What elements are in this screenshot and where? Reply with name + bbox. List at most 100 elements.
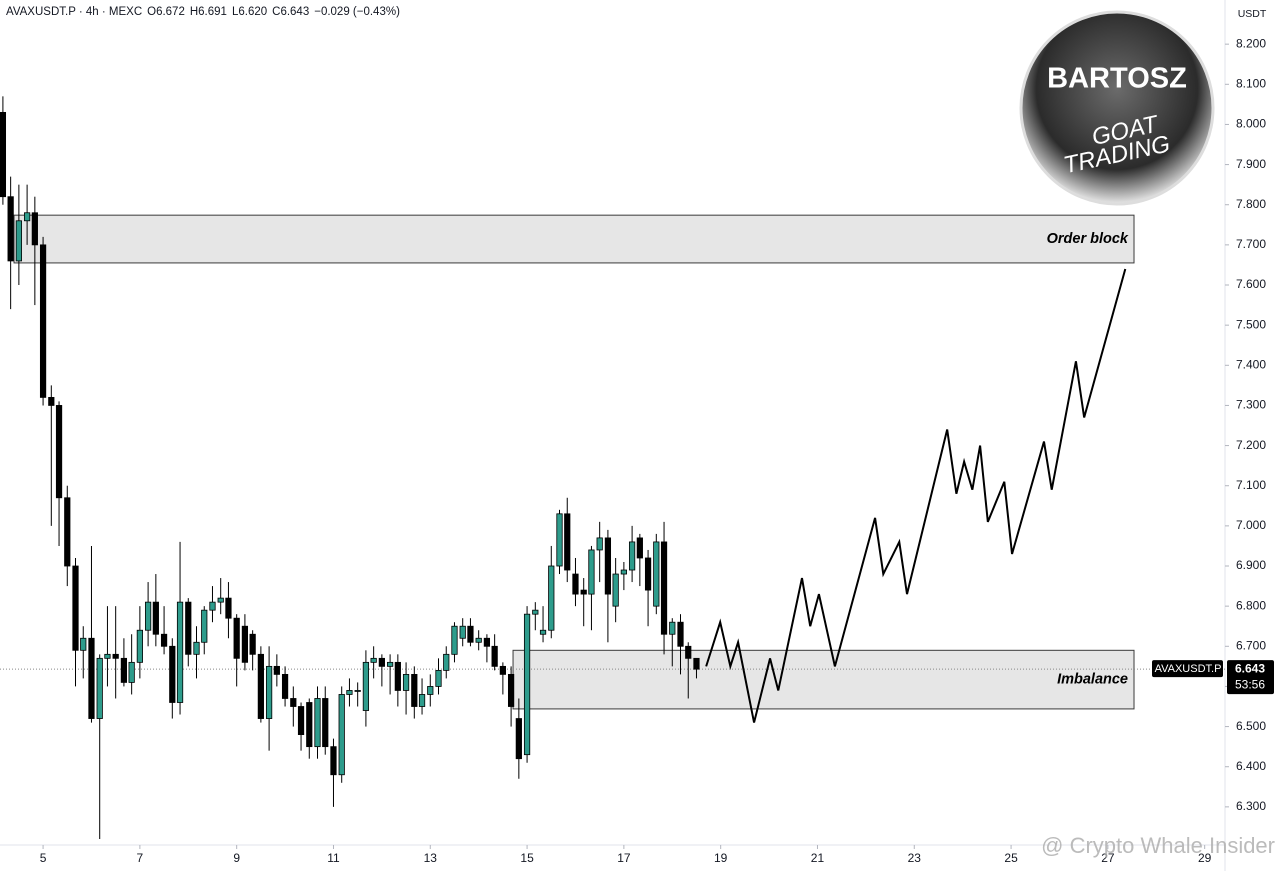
candle-body	[539, 629, 547, 635]
candle-body	[580, 589, 587, 595]
candle-body	[346, 690, 353, 695]
y-tick-label: 8.200	[1236, 36, 1266, 50]
candle-body	[104, 653, 111, 659]
candle-body	[523, 613, 531, 756]
zone	[512, 649, 1135, 710]
y-tick-label: 7.900	[1236, 157, 1266, 171]
y-tick-label: 6.900	[1236, 558, 1266, 572]
candle-body	[0, 111, 7, 198]
candle-body	[193, 641, 200, 655]
candle-body	[693, 657, 700, 670]
candle-body	[427, 686, 434, 695]
candle-body	[459, 625, 466, 639]
candle-body	[160, 633, 168, 647]
x-tick-label: 9	[233, 851, 240, 865]
candle-body	[483, 637, 491, 647]
symbol-tag	[1152, 660, 1223, 678]
y-tick-label: 7.400	[1236, 357, 1266, 371]
candle-body	[564, 513, 571, 571]
candle-body	[314, 698, 321, 748]
candle-body	[653, 541, 660, 607]
y-tick-label: 6.800	[1236, 598, 1266, 612]
symbol: AVAXUSDT.P · 4h · MEXC	[6, 6, 143, 18]
x-tick-label: 15	[520, 851, 534, 865]
candle-body	[532, 609, 539, 615]
candle-body	[443, 653, 450, 671]
candle-body	[7, 196, 14, 262]
candle-body	[612, 573, 619, 607]
candle-body	[185, 601, 192, 655]
candle-body	[362, 661, 370, 711]
y-tick-label: 7.500	[1236, 317, 1266, 331]
y-tick-label: 6.300	[1236, 799, 1266, 813]
y-tick-label: 7.600	[1236, 277, 1266, 291]
candle-body	[249, 633, 256, 655]
x-tick-label: 21	[811, 851, 825, 865]
y-tick-label: 7.200	[1236, 438, 1266, 452]
y-tick-label: 7.300	[1236, 398, 1266, 412]
candle-body	[322, 698, 329, 748]
y-tick-label: 8.000	[1236, 117, 1266, 131]
candle-body	[273, 665, 280, 675]
candle-body	[15, 220, 22, 262]
y-tick-label: 7.100	[1236, 478, 1266, 492]
change: −0.029 (−0.43%)	[314, 6, 400, 18]
axis-unit: USDT	[1238, 8, 1267, 20]
x-tick-label: 27	[1101, 851, 1115, 865]
logo-badge	[1019, 10, 1215, 206]
candle-body	[354, 690, 361, 692]
candle-body	[402, 673, 410, 691]
candle-body	[556, 513, 563, 567]
candle-body	[596, 537, 603, 551]
candle-body	[451, 625, 458, 655]
close: C6.643	[272, 6, 310, 18]
candle-body	[80, 637, 87, 651]
candle-body	[435, 669, 442, 687]
candle-body	[112, 653, 119, 659]
x-tick-label: 13	[424, 851, 438, 865]
x-tick-label: 23	[908, 851, 922, 865]
logo: BARTOSZ GOAT TRADING	[1019, 10, 1215, 206]
plot-area: 6.3006.4006.5006.6006.7006.8006.9007.000…	[0, 36, 1266, 865]
candle-body	[176, 601, 184, 703]
candle-body	[306, 702, 313, 748]
candle-body	[225, 597, 232, 619]
y-tick-label: 7.000	[1236, 518, 1266, 532]
candle-body	[660, 541, 668, 635]
candle-body	[572, 573, 579, 595]
candle-body	[209, 601, 216, 611]
candle-body	[620, 569, 627, 575]
x-tick-label: 19	[714, 851, 728, 865]
candle-body	[628, 541, 636, 571]
candle-body	[23, 212, 31, 222]
x-tick-label: 25	[1004, 851, 1018, 865]
candle-body	[48, 397, 55, 406]
candle-body	[411, 673, 418, 707]
candle-body	[507, 673, 515, 707]
zone-label: Imbalance	[1057, 671, 1128, 687]
x-tick-label: 5	[40, 851, 47, 865]
candle-body	[338, 694, 345, 776]
candle-body	[144, 601, 152, 631]
candle-body	[72, 565, 79, 651]
candle-body	[685, 645, 692, 659]
candle-body	[136, 629, 143, 663]
high: H6.691	[189, 6, 227, 18]
x-tick-label: 7	[137, 851, 144, 865]
y-tick-label: 7.800	[1236, 197, 1266, 211]
candle-body	[669, 621, 676, 635]
y-tick-label: 6.700	[1236, 638, 1266, 652]
symbol-tag-label: AVAXUSDT.P	[1155, 663, 1222, 675]
candle-body	[677, 621, 684, 647]
x-tick-label: 11	[327, 851, 340, 865]
x-tick-label: 29	[1198, 851, 1212, 865]
candle-body	[64, 497, 71, 567]
price-tag	[1227, 660, 1274, 695]
candle-body	[378, 657, 385, 667]
candle-body	[418, 694, 426, 707]
candle-body	[636, 537, 643, 559]
candle-body	[241, 625, 249, 663]
candle-body	[128, 661, 135, 683]
candle-body	[330, 746, 337, 776]
y-tick-label: 6.400	[1236, 759, 1266, 773]
